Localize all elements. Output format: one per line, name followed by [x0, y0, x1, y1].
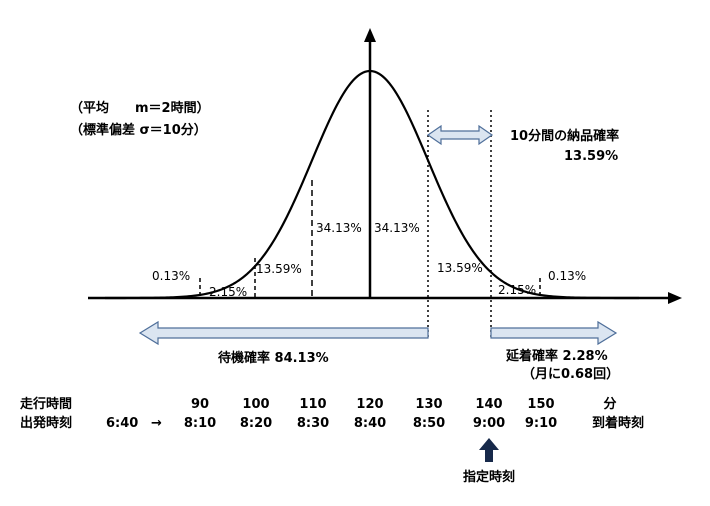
time-910: 9:10 — [525, 416, 557, 431]
arrival-times: 8:10 8:20 8:30 8:40 8:50 9:00 9:10 — [184, 416, 557, 431]
x-axis-arrowhead — [668, 292, 682, 304]
band-label-right-013: 0.13% — [548, 269, 586, 283]
departure-time: 6:40 — [106, 416, 138, 431]
arrival-time-label: 到着時刻 — [592, 415, 644, 431]
band-label-left-3413: 34.13% — [316, 221, 362, 235]
time-810: 8:10 — [184, 416, 216, 431]
ten-minute-probability-title: 10分間の納品確率 — [510, 128, 619, 144]
mean-parameter: （平均 m＝2時間） — [70, 100, 210, 116]
band-label-left-013: 0.13% — [152, 269, 190, 283]
designated-time-label: 指定時刻 — [463, 469, 515, 485]
minutes-90: 90 — [191, 397, 209, 412]
band-label-right-1359: 13.59% — [437, 261, 483, 275]
travel-time-row-label: 走行時間 — [20, 396, 72, 412]
sd-parameter: （標準偏差 σ＝10分） — [70, 122, 207, 138]
time-900: 9:00 — [473, 416, 505, 431]
band-label-right-215: 2.15% — [498, 283, 536, 297]
band-label-left-1359: 13.59% — [256, 262, 302, 276]
y-axis-arrowhead — [364, 28, 376, 42]
minutes-unit: 分 — [603, 396, 616, 412]
band-label-left-215: 2.15% — [209, 285, 247, 299]
delay-monthly-count: （月に0.68回） — [522, 366, 619, 382]
waiting-probability-label: 待機確率 84.13% — [217, 350, 329, 366]
minutes-100: 100 — [242, 397, 269, 412]
minutes-140: 140 — [475, 397, 502, 412]
band-label-right-3413: 34.13% — [374, 221, 420, 235]
ten-minute-window-arrow — [426, 124, 494, 146]
minutes-120: 120 — [356, 397, 383, 412]
right-arrow-icon: → — [151, 416, 162, 431]
waiting-probability-arrow — [138, 320, 429, 346]
ten-minute-probability-value: 13.59% — [564, 149, 618, 164]
designated-time-up-arrow-icon — [479, 438, 499, 462]
time-840: 8:40 — [354, 416, 386, 431]
minutes-110: 110 — [299, 397, 326, 412]
travel-minutes: 90 100 110 120 130 140 150 — [191, 397, 555, 412]
time-850: 8:50 — [413, 416, 445, 431]
time-820: 8:20 — [240, 416, 272, 431]
time-830: 8:30 — [297, 416, 329, 431]
delay-probability-label: 延着確率 2.28% — [505, 348, 608, 364]
minutes-150: 150 — [527, 397, 554, 412]
minutes-130: 130 — [415, 397, 442, 412]
delay-probability-arrow — [490, 320, 618, 346]
normal-curve — [105, 69, 640, 300]
departure-time-row-label: 出発時刻 — [20, 415, 72, 431]
